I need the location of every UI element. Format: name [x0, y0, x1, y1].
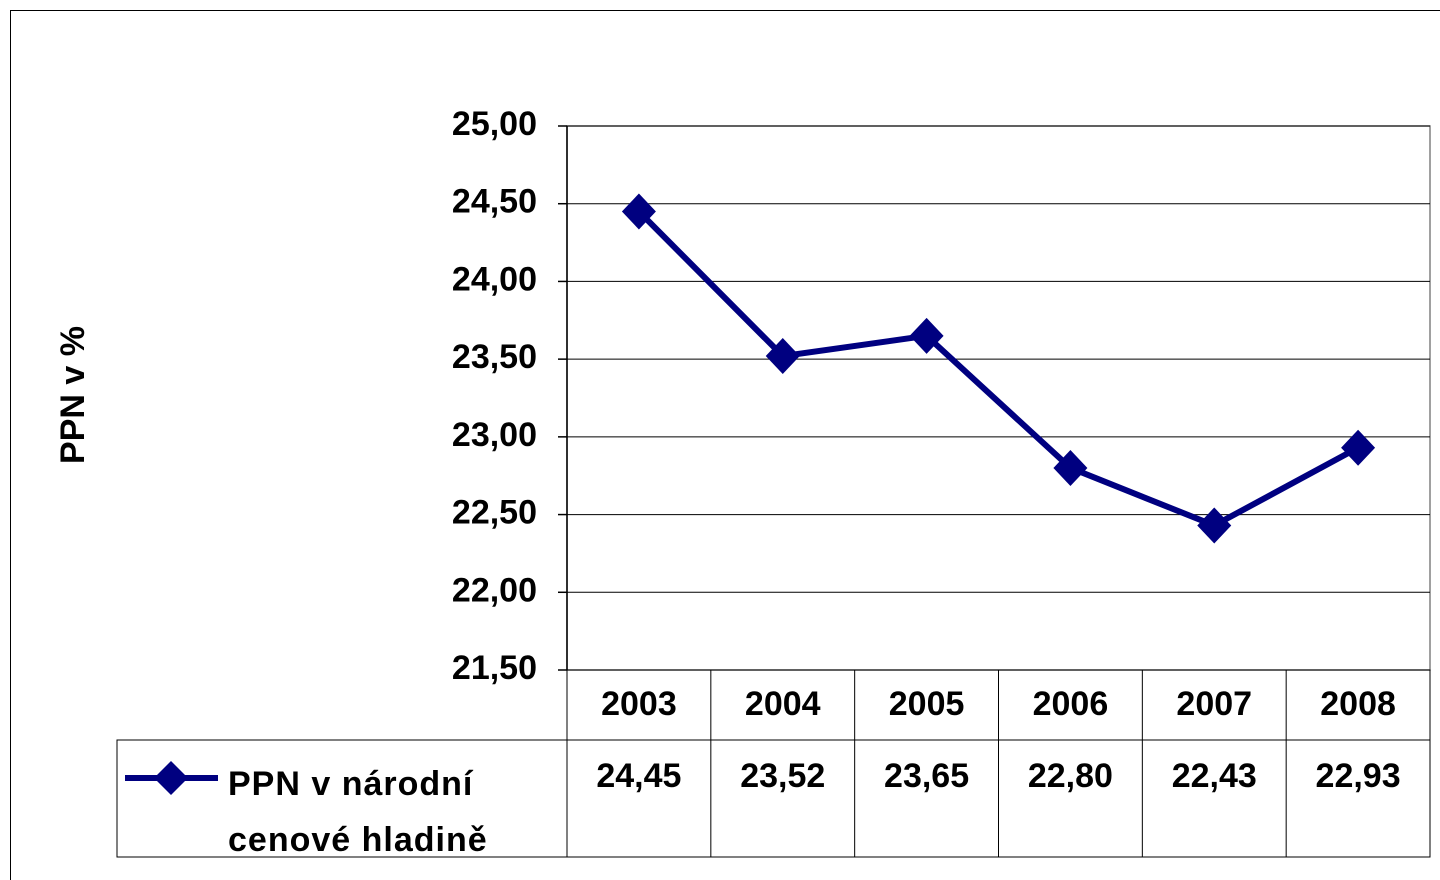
marker [909, 317, 944, 354]
marker [1341, 429, 1376, 466]
data-table-value: 22,80 [1028, 757, 1113, 795]
y-tick-label: 21,50 [452, 649, 537, 687]
x-tick-label: 2003 [601, 685, 677, 723]
y-tick-label: 24,50 [452, 183, 537, 221]
marker [1053, 449, 1088, 486]
x-tick-label: 2008 [1320, 685, 1396, 723]
data-table-value: 22,93 [1316, 757, 1401, 795]
data-table-value: 22,43 [1172, 757, 1257, 795]
data-table-value: 23,52 [740, 757, 825, 795]
y-tick-label: 24,00 [452, 260, 537, 298]
marker [1197, 507, 1232, 544]
marker [621, 193, 656, 230]
y-tick-label: 23,50 [452, 338, 537, 376]
y-tick-label: 22,50 [452, 494, 537, 532]
legend-marker [154, 761, 188, 795]
x-tick-label: 2005 [889, 685, 965, 723]
marker [765, 338, 800, 375]
data-table-value: 23,65 [884, 757, 969, 795]
series-line [636, 209, 1360, 529]
x-tick-label: 2006 [1033, 685, 1109, 723]
y-tick-label: 25,00 [452, 105, 537, 143]
chart-border [10, 10, 1440, 880]
x-tick-label: 2004 [745, 685, 821, 723]
data-table-value: 24,45 [596, 757, 681, 795]
y-tick-label: 23,00 [452, 416, 537, 454]
y-axis-label: PPN v % [54, 326, 92, 464]
y-tick-label: 22,00 [452, 571, 537, 609]
legend-label: PPN v národní cenové hladině [228, 765, 488, 859]
x-tick-label: 2007 [1176, 685, 1252, 723]
